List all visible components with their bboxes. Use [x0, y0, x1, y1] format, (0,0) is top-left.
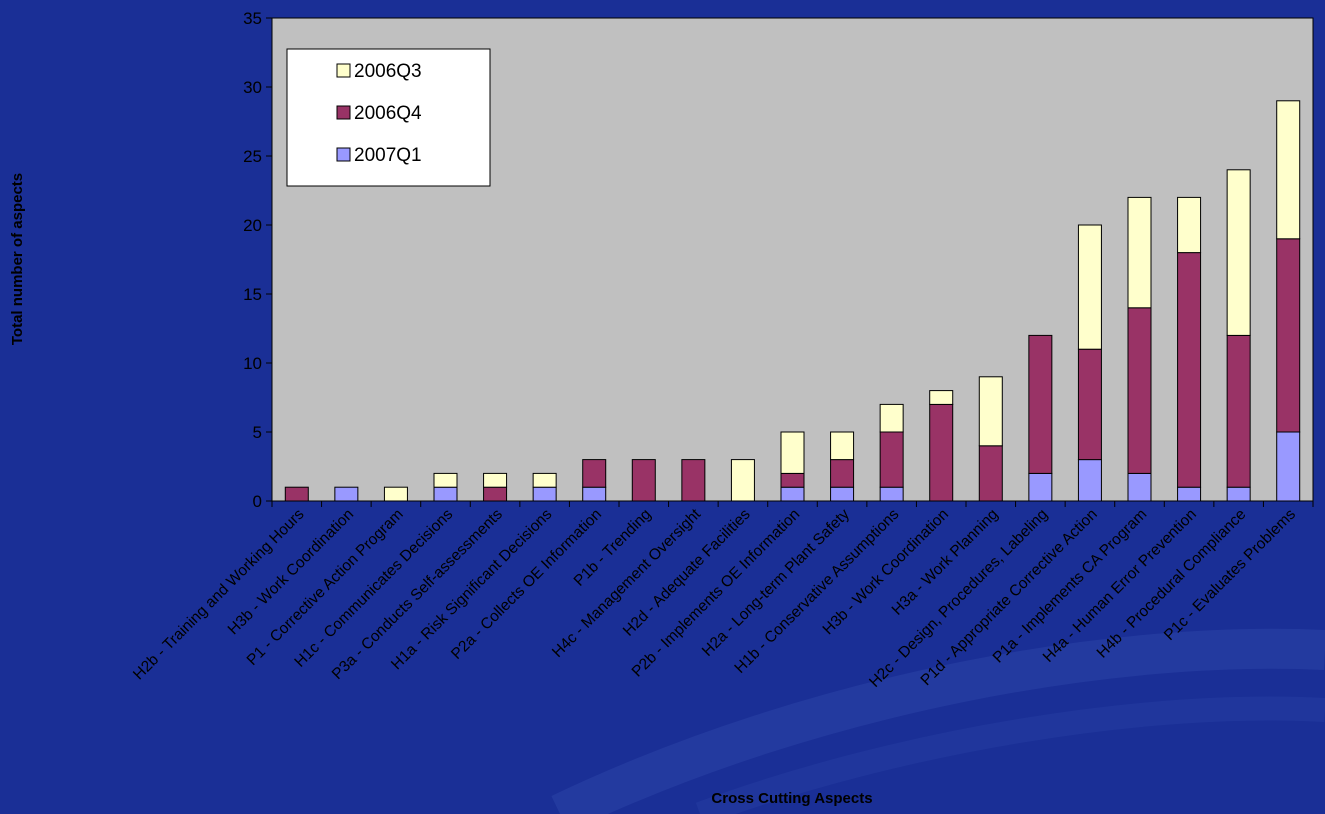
bar-segment-2006Q4	[1127, 307, 1152, 474]
y-tick-label: 20	[243, 216, 262, 235]
y-tick-label: 10	[243, 354, 262, 373]
bar-segment-2006Q3	[929, 390, 954, 405]
bar-segment-2006Q4	[1028, 334, 1053, 474]
bar-segment-2006Q3	[433, 472, 458, 488]
background-decoration	[551, 628, 1325, 814]
bar-segment-2006Q3	[1127, 196, 1152, 309]
bar-segment-2006Q4	[830, 459, 855, 488]
bar-segment-2006Q4	[929, 403, 954, 502]
x-axis-title: Cross Cutting Aspects	[711, 790, 872, 807]
bar-segment-2006Q4	[1177, 252, 1202, 488]
y-tick-label: 35	[243, 9, 262, 28]
legend-swatch-2007Q1	[336, 147, 351, 162]
legend-swatch-2006Q3	[336, 63, 351, 78]
bar-segment-2006Q4	[483, 486, 508, 502]
bar-segment-2006Q4	[978, 445, 1003, 502]
bar-segment-2006Q3	[830, 431, 855, 461]
bar-segment-2006Q3	[1077, 224, 1102, 350]
bar-segment-2007Q1	[582, 486, 607, 502]
bar-segment-2006Q4	[681, 459, 706, 502]
bar-segment-2007Q1	[1077, 459, 1102, 502]
legend: 2006Q3 2006Q4 2007Q1	[286, 48, 491, 187]
bar-segment-2006Q4	[1226, 334, 1251, 488]
y-tick-label: 0	[253, 492, 262, 511]
bar-segment-2007Q1	[1177, 486, 1202, 502]
bar-segment-2006Q4	[631, 459, 656, 502]
bar-segment-2006Q3	[730, 459, 755, 502]
bar-segment-2007Q1	[780, 486, 805, 502]
bar-segment-2006Q4	[582, 459, 607, 488]
bar-segment-2007Q1	[532, 486, 557, 502]
bar-segment-2007Q1	[433, 486, 458, 502]
bar-segment-2006Q3	[978, 376, 1003, 447]
y-tick-label: 5	[253, 423, 262, 442]
y-tick-label: 15	[243, 285, 262, 304]
bar-segment-2007Q1	[1276, 431, 1301, 502]
y-tick-label: 30	[243, 78, 262, 97]
bar-segment-2006Q4	[1077, 348, 1102, 461]
y-axis: 0 5 10 15 20 25 30 35	[243, 9, 273, 511]
bar-segment-2006Q4	[1276, 238, 1301, 433]
bar-segment-2006Q4	[284, 486, 309, 502]
bar-segment-2006Q3	[780, 431, 805, 474]
legend-label: 2006Q4	[354, 103, 422, 124]
x-category-label: H2b - Training and Working Hours	[130, 506, 308, 684]
legend-box	[286, 48, 491, 187]
bar-segment-2006Q4	[780, 472, 805, 488]
bar-segment-2007Q1	[879, 486, 904, 502]
bar-segment-2006Q3	[1177, 196, 1202, 254]
bar-segment-2006Q3	[483, 472, 508, 488]
y-axis-title: Total number of aspects	[9, 173, 26, 345]
bar-segment-2006Q3	[1276, 100, 1301, 240]
legend-label: 2006Q3	[354, 61, 422, 82]
bar-segment-2007Q1	[1127, 472, 1152, 502]
legend-swatch-2006Q4	[336, 105, 351, 120]
bar-segment-2006Q3	[383, 486, 408, 502]
bar-segment-2007Q1	[334, 486, 359, 502]
bar-segment-2007Q1	[1226, 486, 1251, 502]
bar-segment-2006Q3	[1226, 169, 1251, 336]
y-tick-label: 25	[243, 147, 262, 166]
bar-segment-2006Q3	[532, 472, 557, 488]
legend-label: 2007Q1	[354, 145, 422, 166]
bar-segment-2007Q1	[830, 486, 855, 502]
bar-segment-2006Q3	[879, 403, 904, 433]
bar-layer	[284, 100, 1301, 502]
bar-segment-2006Q4	[879, 431, 904, 488]
bar-segment-2007Q1	[1028, 472, 1053, 502]
